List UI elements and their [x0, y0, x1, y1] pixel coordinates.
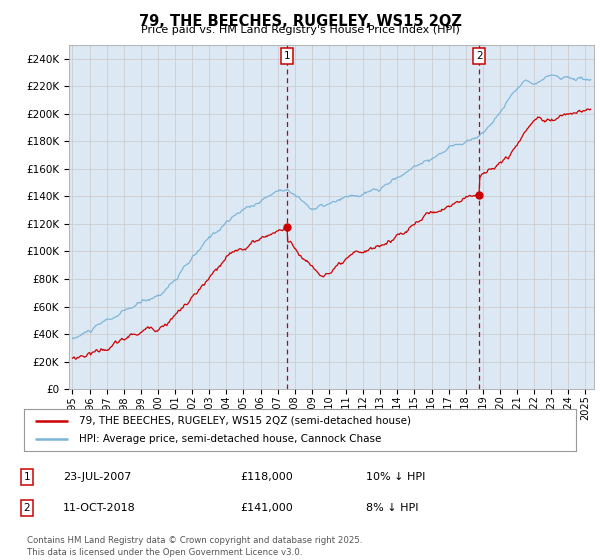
Text: 2: 2: [23, 503, 31, 513]
Text: 8% ↓ HPI: 8% ↓ HPI: [366, 503, 419, 513]
Text: 10% ↓ HPI: 10% ↓ HPI: [366, 472, 425, 482]
Text: 2: 2: [476, 51, 482, 61]
Text: 1: 1: [23, 472, 31, 482]
Text: 11-OCT-2018: 11-OCT-2018: [63, 503, 136, 513]
Text: 23-JUL-2007: 23-JUL-2007: [63, 472, 131, 482]
Text: 1: 1: [284, 51, 290, 61]
Text: 79, THE BEECHES, RUGELEY, WS15 2QZ (semi-detached house): 79, THE BEECHES, RUGELEY, WS15 2QZ (semi…: [79, 416, 411, 426]
Text: HPI: Average price, semi-detached house, Cannock Chase: HPI: Average price, semi-detached house,…: [79, 434, 382, 444]
Text: £141,000: £141,000: [240, 503, 293, 513]
Text: Price paid vs. HM Land Registry's House Price Index (HPI): Price paid vs. HM Land Registry's House …: [140, 25, 460, 35]
Text: Contains HM Land Registry data © Crown copyright and database right 2025.
This d: Contains HM Land Registry data © Crown c…: [27, 536, 362, 557]
Text: £118,000: £118,000: [240, 472, 293, 482]
Text: 79, THE BEECHES, RUGELEY, WS15 2QZ: 79, THE BEECHES, RUGELEY, WS15 2QZ: [139, 14, 461, 29]
